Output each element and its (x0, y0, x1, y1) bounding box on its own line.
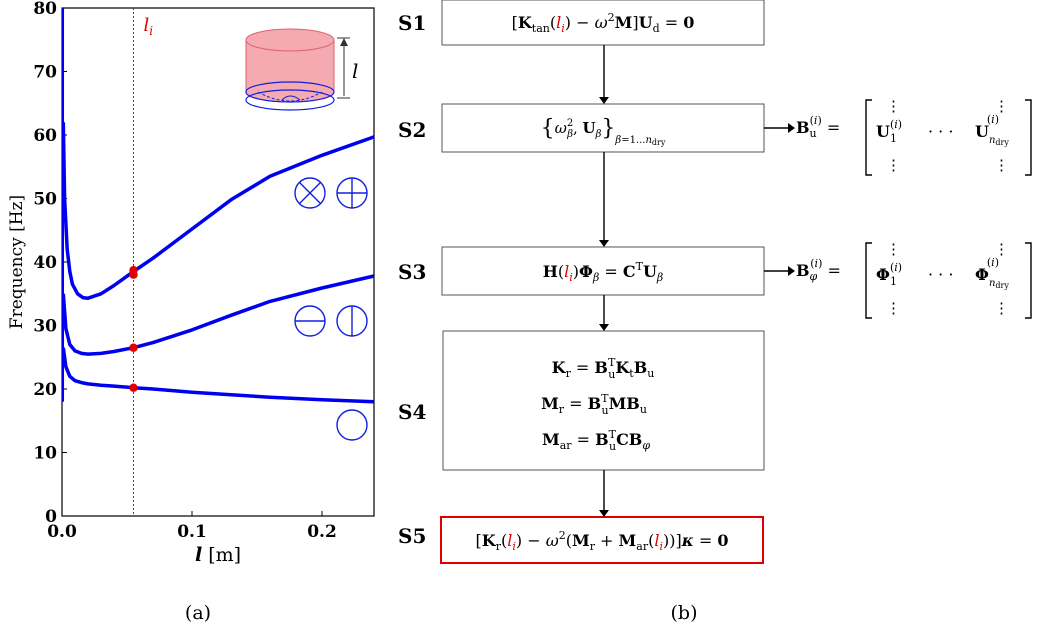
panel-b: S1 S2 S3 S4 S5 [Ktan(li) − ω2M]Ud (398, 0, 1032, 624)
x-axis-label: l [m] (195, 544, 241, 566)
svg-text:Bu(i) =: Bu(i) = (796, 114, 840, 140)
x-tick-label: 0.2 (307, 522, 337, 542)
svg-text:⋮: ⋮ (886, 156, 901, 174)
step-box-s2 (441, 103, 765, 153)
x-ticks: 0.0 0.1 0.2 (47, 511, 337, 542)
intersection-marker (129, 266, 138, 275)
mode-vertical-line-icon (336, 305, 368, 337)
svg-text:U1(i): U1(i) (876, 118, 902, 145)
equation-s2: {ω2 β, Uβ}β=1...ndry (541, 116, 666, 147)
x-tick-label: 0.0 (47, 522, 77, 542)
svg-text:· · ·: · · · (928, 265, 953, 284)
intersection-marker (129, 343, 138, 352)
y-tick-label: 0 (45, 507, 57, 527)
step-label-s1: S1 (398, 11, 426, 35)
frequency-curve-2 (61, 274, 375, 356)
matrix-bphi: Bφ(i) = ⋮ ⋮ Φ1(i) · · · Φndry(i) ⋮ ⋮ (796, 240, 1032, 319)
step-label-s2: S2 (398, 118, 426, 142)
caption-a: (a) (185, 602, 211, 624)
svg-text:⋮: ⋮ (886, 97, 901, 115)
svg-text:Undry(i): Undry(i) (975, 113, 1009, 147)
step-label-s4: S4 (398, 400, 426, 424)
svg-text:Φ1(i): Φ1(i) (876, 261, 902, 288)
equation-s4-mr: Mr = BT uMBu (541, 392, 647, 417)
inset-length-label: l (352, 59, 358, 83)
intersection-marker (129, 383, 138, 392)
step-label-s5: S5 (398, 524, 426, 548)
svg-text:⋮: ⋮ (994, 97, 1009, 115)
equation-s3: H(li)Φβ = CTUβ (543, 260, 664, 284)
series-layer (61, 8, 375, 404)
step-box-s1 (441, 0, 765, 46)
caption-b: (b) (671, 602, 698, 624)
x-tick-label: 0.1 (177, 522, 207, 542)
y-tick-label: 20 (33, 380, 57, 400)
y-tick-label: 10 (33, 444, 57, 464)
y-axis-label: Frequency [Hz] (7, 195, 27, 329)
mode-horizontal-line-icon (294, 305, 326, 337)
matrix-bu: Bu(i) = ⋮ ⋮ U1(i) · · · Undry(i) ⋮ ⋮ (796, 97, 1032, 176)
y-tick-label: 50 (33, 190, 57, 210)
equation-s4-kr: Kr = BT uKtBu (552, 356, 655, 381)
svg-text:Φndry(i): Φndry(i) (975, 256, 1009, 290)
mode-cross-icon (294, 177, 326, 209)
frequency-curve-1 (61, 347, 375, 404)
svg-text:⋮: ⋮ (886, 299, 901, 317)
svg-text:· · ·: · · · (928, 122, 953, 141)
mode-circle-icon (336, 409, 368, 441)
y-tick-label: 60 (33, 126, 57, 146)
equation-s4-mar: Mar = BT uCBφ (542, 428, 650, 453)
y-tick-label: 30 (33, 317, 57, 337)
step-box-s3 (441, 246, 765, 296)
svg-text:⋮: ⋮ (886, 240, 901, 258)
y-tick-label: 70 (33, 63, 57, 83)
li-label: li (144, 15, 154, 38)
y-tick-label: 40 (33, 253, 57, 273)
step-label-s3: S3 (398, 260, 426, 284)
frequency-curve-3 (61, 122, 375, 300)
y-tick-label: 80 (33, 0, 57, 19)
svg-text:Bφ(i) =: Bφ(i) = (796, 257, 841, 283)
cylinder-inset-icon: l (245, 28, 358, 111)
equation-s5: [Kr(li) − ω2(Mr + Mar(li))]κ = 0 (476, 529, 729, 553)
flow-arrows (603, 45, 789, 511)
svg-text:⋮: ⋮ (994, 299, 1009, 317)
svg-text:⋮: ⋮ (994, 156, 1009, 174)
marker-layer (129, 266, 138, 392)
mode-plus-icon (336, 177, 368, 209)
step-box-s4 (442, 330, 765, 471)
step-box-s5 (440, 516, 764, 564)
svg-text:⋮: ⋮ (994, 240, 1009, 258)
panel-a: 0 10 20 30 40 50 60 70 80 0.0 0.1 0.2 li Frequency… (7, 0, 375, 624)
